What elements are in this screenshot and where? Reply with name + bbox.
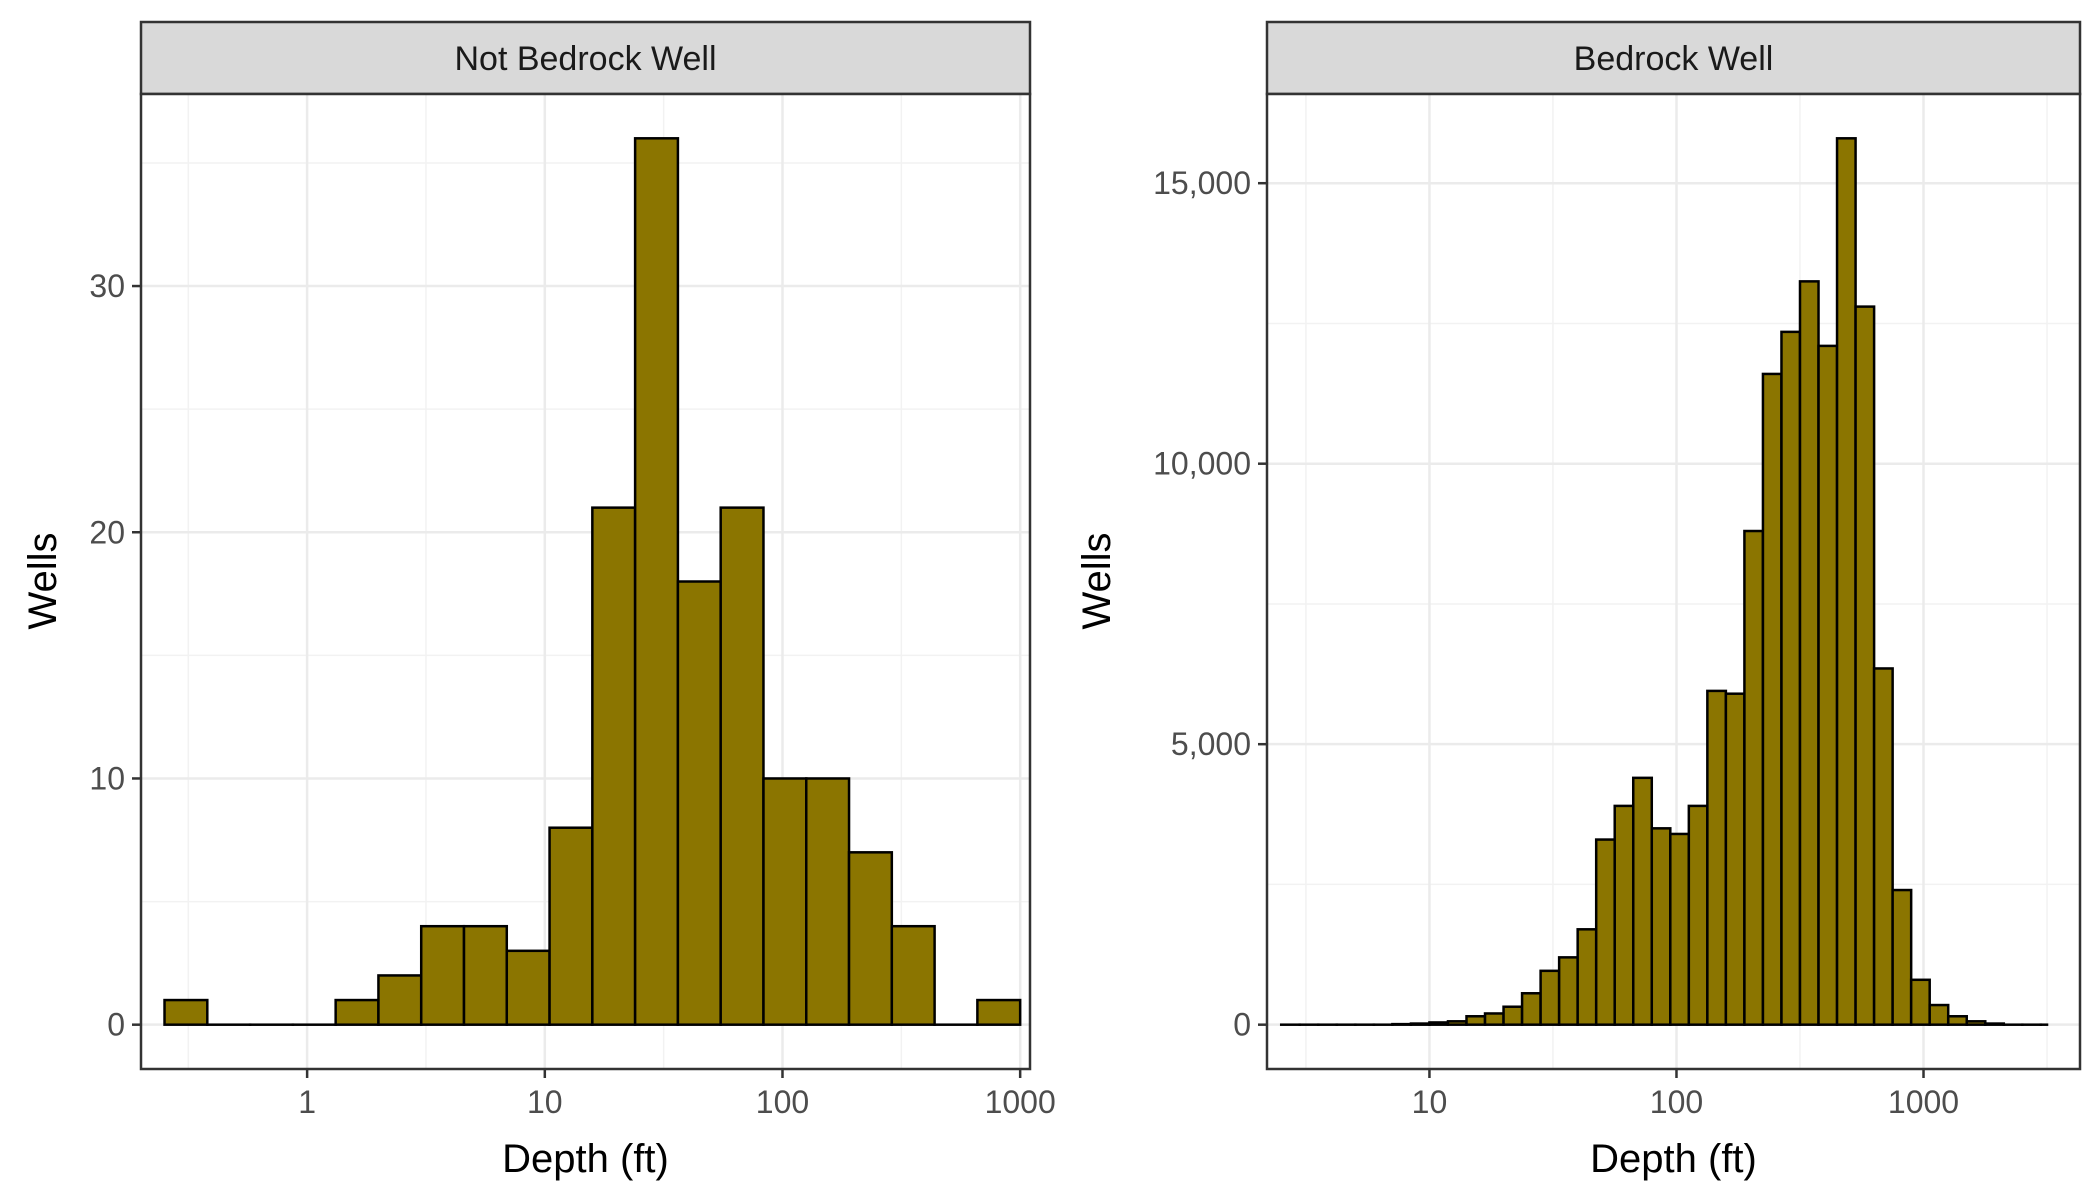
y-tick-label: 0 [107, 1007, 125, 1043]
histogram-bar [1409, 1022, 1431, 1026]
bars-bedrock [1279, 137, 2049, 1026]
x-axis-title-bedrock: Depth (ft) [1590, 1137, 1757, 1181]
bars-not-bedrock [163, 137, 1022, 1026]
histogram-bar [1946, 1015, 1968, 1026]
y-axis-ticks-bedrock: 0 5,000 10,000 15,000 [1153, 165, 1267, 1043]
histogram-bar [847, 851, 894, 1026]
histogram-bar [1872, 667, 1894, 1026]
x-tick-label: 1000 [985, 1084, 1056, 1120]
y-tick-label: 10,000 [1153, 446, 1251, 482]
y-axis-ticks-not-bedrock: 0 10 20 30 [89, 268, 141, 1043]
strip-title-not-bedrock: Not Bedrock Well [454, 40, 716, 78]
histogram-bar [1854, 305, 1876, 1026]
histogram-bar [1817, 344, 1839, 1026]
histogram-bar [377, 974, 423, 1026]
histogram-bar [1780, 330, 1802, 1026]
x-tick-label: 100 [756, 1084, 809, 1120]
x-tick-label: 1 [298, 1084, 316, 1120]
strip-background-not-bedrock [139, 20, 1032, 96]
histogram-bar [1502, 1005, 1524, 1026]
strip-title-bedrock: Bedrock Well [1574, 40, 1774, 78]
x-axis-title-not-bedrock: Depth (ft) [502, 1137, 669, 1181]
y-axis-title-not-bedrock: Wells [21, 532, 65, 629]
y-tick-label: 20 [89, 514, 125, 550]
x-tick-label: 100 [1650, 1084, 1703, 1120]
histogram-bar [1631, 776, 1654, 1026]
histogram-bar [1706, 689, 1728, 1026]
panel-not-bedrock: Not Bedrock Well 0 10 20 30 1 10 100 1000 Dept… [21, 20, 1056, 1181]
panel-bedrock: Bedrock Well 0 5,000 10,000 15,000 10 100 100… [1075, 20, 2082, 1181]
histogram-bar [163, 998, 209, 1026]
histogram-bar [1576, 928, 1598, 1026]
histogram-bar [1835, 137, 1857, 1026]
histogram-bar [633, 137, 680, 1026]
histogram-bar [1743, 529, 1765, 1026]
x-tick-label: 1000 [1888, 1084, 1959, 1120]
histogram-bar [1446, 1020, 1468, 1026]
y-tick-label: 30 [89, 268, 125, 304]
y-tick-label: 0 [1233, 1007, 1251, 1043]
histogram-bar [1965, 1020, 1987, 1026]
histogram-bar [805, 777, 851, 1026]
histogram-bar [719, 506, 765, 1026]
histogram-bar [1687, 804, 1709, 1026]
histogram-bar [419, 924, 466, 1026]
plot-border-not-bedrock [139, 92, 1032, 1071]
y-axis-title-bedrock: Wells [1075, 532, 1119, 629]
histogram-bar [1724, 692, 1746, 1026]
histogram-bar [1428, 1021, 1450, 1026]
histogram-bar [976, 998, 1022, 1026]
y-tick-label: 15,000 [1153, 165, 1251, 201]
histogram-bar [1539, 969, 1561, 1026]
gridlines-not-bedrock [141, 94, 1030, 1069]
histogram-bar [1909, 978, 1931, 1026]
histogram-bar [462, 924, 509, 1026]
histogram-bar [1465, 1015, 1487, 1026]
histogram-bar [1391, 1022, 1413, 1026]
histogram-bar [1594, 838, 1616, 1026]
histogram-bar [334, 998, 380, 1026]
x-tick-label: 10 [527, 1084, 563, 1120]
histogram-bar [1613, 804, 1635, 1026]
histogram-bar [505, 949, 551, 1026]
strip-background-bedrock [1265, 20, 2082, 96]
histogram-bar [591, 506, 637, 1026]
histogram-bar [1891, 888, 1913, 1026]
histogram-bar [1761, 372, 1783, 1026]
x-axis-ticks-not-bedrock: 1 10 100 1000 [298, 1069, 1056, 1120]
histogram-bar [890, 924, 936, 1026]
histogram-bar [762, 777, 808, 1026]
x-tick-label: 10 [1412, 1084, 1448, 1120]
histogram-bar [1798, 280, 1820, 1026]
histogram-bar [1520, 992, 1542, 1026]
histogram-bar [1984, 1022, 2006, 1026]
histogram-bar [1557, 956, 1579, 1026]
x-axis-ticks-bedrock: 10 100 1000 [1412, 1069, 1959, 1120]
histogram-bar [1928, 1003, 1950, 1026]
histogram-bar [1650, 827, 1672, 1026]
y-tick-label: 10 [89, 760, 125, 796]
histogram-bar [676, 580, 722, 1026]
histogram-bar [1483, 1012, 1505, 1026]
y-tick-label: 5,000 [1171, 726, 1251, 762]
histogram-bar [548, 826, 594, 1026]
histogram-bar [1669, 832, 1691, 1026]
plot-border-bedrock [1265, 92, 2082, 1071]
